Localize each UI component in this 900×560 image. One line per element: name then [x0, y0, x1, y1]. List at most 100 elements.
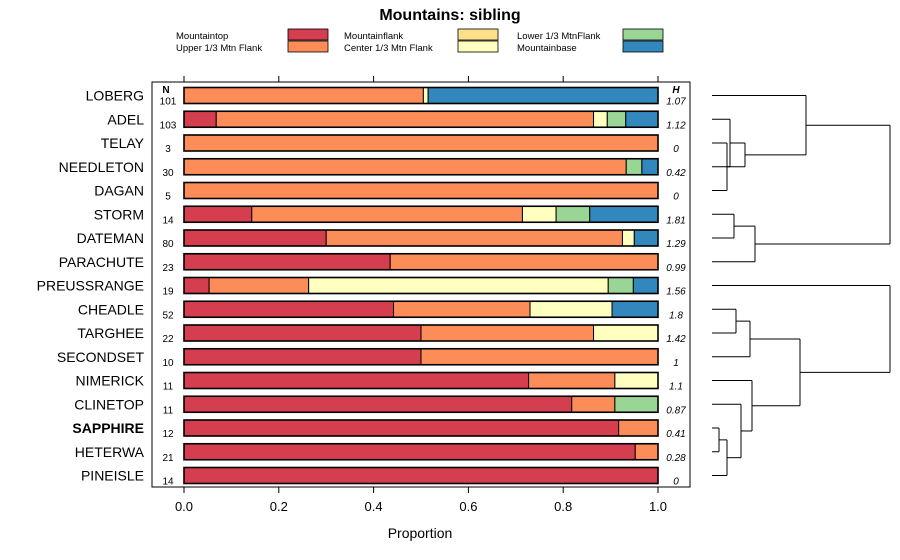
- bar-segment: [183, 443, 636, 461]
- category-label: PREUSSRANGE: [37, 278, 144, 294]
- bars: [183, 86, 659, 485]
- bar-segment: [621, 229, 635, 247]
- bar-segment: [183, 277, 210, 294]
- n-value: 52: [162, 310, 174, 321]
- category-label: TARGHEE: [77, 325, 144, 341]
- category-label: PARACHUTE: [59, 254, 144, 270]
- x-tick-label: 0.2: [270, 499, 288, 514]
- n-value: 3: [165, 144, 171, 155]
- bar-segment: [420, 348, 659, 366]
- bar-segment: [208, 277, 310, 294]
- bar-outline: [183, 252, 659, 271]
- legend-swatch: [287, 28, 329, 41]
- h-value: 1.07: [666, 97, 686, 108]
- bar-segment: [183, 372, 530, 389]
- category-label: DAGAN: [94, 183, 144, 199]
- bar-segment: [420, 324, 595, 342]
- bar-segment: [427, 87, 659, 104]
- bar-outline: [183, 466, 659, 485]
- legend-label: Mountainbase: [517, 43, 577, 54]
- bar-segment: [593, 110, 608, 128]
- bar-outline: [183, 110, 659, 129]
- dendrogram: [712, 95, 891, 476]
- category-label: TELAY: [101, 135, 145, 151]
- legend: Mountaintop Mountainflank Lower 1/3 MtnFla…: [176, 28, 664, 54]
- bar-segment: [634, 443, 659, 461]
- bar-segment: [215, 110, 595, 128]
- bar-segment: [183, 419, 620, 437]
- bar-segment: [614, 395, 659, 413]
- n-value: 30: [162, 168, 174, 179]
- bar-segment: [183, 158, 627, 176]
- bar-segment: [183, 467, 659, 484]
- legend-label: Mountainflank: [344, 31, 403, 42]
- category-label: NIMERICK: [76, 373, 145, 389]
- n-value: 21: [162, 453, 174, 464]
- x-axis: 0.0 0.2 0.4 0.6 0.8 1.0: [175, 487, 667, 514]
- bar-segment: [308, 277, 609, 294]
- category-label: ADEL: [107, 111, 144, 127]
- legend-swatch: [457, 40, 499, 53]
- h-value: 0: [673, 192, 679, 203]
- bar-segment: [183, 87, 424, 104]
- bar-segment: [607, 277, 634, 294]
- n-value: 19: [162, 287, 174, 298]
- h-value: 1.8: [669, 310, 683, 321]
- bar-segment: [606, 110, 627, 128]
- bar-outline: [183, 300, 659, 319]
- bar-segment: [521, 205, 557, 223]
- bar-segment: [183, 253, 391, 271]
- h-value: 1.56: [666, 287, 686, 298]
- chart-title: Mountains: sibling: [379, 7, 520, 24]
- h-value: 0.99: [666, 263, 686, 274]
- category-label: SAPPHIRE: [72, 420, 144, 436]
- category-label: SECONDSET: [57, 349, 145, 365]
- h-value: 1.42: [666, 334, 686, 345]
- bar-segment: [593, 324, 659, 342]
- category-label: NEEDLETON: [59, 159, 144, 175]
- bar-segment: [393, 300, 531, 318]
- x-tick-label: 0.6: [459, 499, 477, 514]
- h-value: 0: [673, 477, 679, 488]
- h-column-header: H: [672, 85, 680, 96]
- n-value: 103: [160, 120, 177, 131]
- bar-segment: [632, 277, 659, 294]
- bar-segment: [183, 205, 253, 223]
- bar-outline: [183, 157, 659, 176]
- category-label: PINEISLE: [81, 468, 144, 484]
- bar-segment: [389, 253, 659, 271]
- bar-segment: [183, 324, 422, 342]
- bar-segment: [183, 182, 659, 199]
- legend-label: Mountaintop: [176, 31, 228, 42]
- bar-segment: [183, 300, 395, 318]
- h-value: 0.28: [666, 453, 686, 464]
- legend-label: Center 1/3 Mtn Flank: [344, 43, 433, 54]
- bar-outline: [183, 276, 659, 295]
- bar-segment: [325, 229, 623, 247]
- bar-segment: [589, 205, 659, 223]
- h-value: 0.41: [666, 429, 685, 440]
- x-tick-label: 0.0: [175, 499, 193, 514]
- h-value: 0.87: [666, 405, 686, 416]
- n-value: 10: [162, 358, 174, 369]
- bar-segment: [625, 110, 659, 128]
- category-label: DATEMAN: [77, 230, 144, 246]
- x-tick-label: 1.0: [649, 499, 667, 514]
- legend-swatch: [622, 28, 664, 41]
- bar-segment: [251, 205, 523, 223]
- category-label: CLINETOP: [74, 396, 144, 412]
- h-value: 1: [673, 358, 679, 369]
- category-label: CHEADLE: [78, 301, 144, 317]
- n-value: 5: [165, 192, 171, 203]
- h-value: 1.12: [666, 120, 686, 131]
- bar-segment: [528, 372, 616, 389]
- h-value: 1.29: [666, 239, 686, 250]
- x-axis-title: Proportion: [388, 525, 453, 541]
- n-value: 11: [163, 405, 174, 416]
- bar-segment: [614, 372, 659, 389]
- h-value: 1.1: [669, 382, 683, 393]
- legend-swatch: [622, 40, 664, 53]
- bar-segment: [422, 87, 429, 104]
- bar-segment: [183, 110, 217, 128]
- bar-segment: [183, 134, 659, 152]
